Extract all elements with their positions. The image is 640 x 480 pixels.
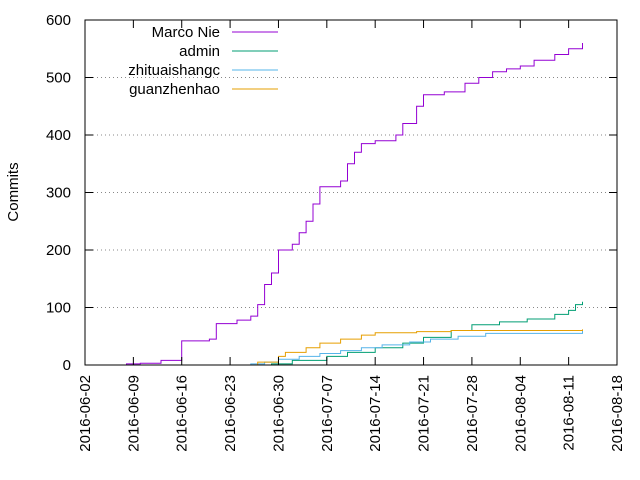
x-tick-label: 2016-06-23 (222, 375, 239, 452)
x-tick-label: 2016-06-02 (77, 375, 94, 452)
y-tick-label: 600 (46, 12, 71, 29)
legend-label: zhituaishangc (128, 62, 220, 79)
x-tick-label: 2016-07-28 (464, 375, 481, 452)
legend-label: admin (179, 43, 220, 60)
x-tick-label: 2016-07-07 (319, 375, 336, 452)
y-tick-label: 500 (46, 70, 71, 87)
x-tick-label: 2016-06-09 (125, 375, 142, 452)
series-line (216, 329, 583, 366)
x-tick-label: 2016-08-04 (512, 375, 529, 452)
legend: Marco Nie admin zhituaishangc guanzhenhao (128, 24, 278, 98)
x-tick-label: 2016-08-18 (609, 375, 626, 452)
legend-label: guanzhenhao (129, 81, 220, 98)
y-tick-label: 300 (46, 185, 71, 202)
x-tick-label: 2016-07-14 (367, 375, 384, 452)
grid-lines (85, 77, 617, 308)
y-tick-label: 200 (46, 242, 71, 259)
x-tick-label: 2016-08-11 (561, 375, 578, 451)
y-axis: 0 100 200 300 400 500 600 (46, 12, 617, 374)
x-tick-label: 2016-06-16 (174, 375, 191, 452)
y-tick-label: 0 (63, 357, 71, 374)
legend-label: Marco Nie (152, 24, 220, 41)
x-tick-label: 2016-06-30 (270, 375, 287, 452)
series-line (112, 43, 583, 366)
x-axis: 2016-06-02 2016-06-09 2016-06-16 2016-06-23… (77, 20, 626, 452)
y-tick-label: 400 (46, 127, 71, 144)
series-lines (112, 43, 583, 366)
y-tick-label: 100 (46, 300, 71, 317)
x-tick-label: 2016-07-21 (416, 375, 433, 452)
y-axis-label: Commits (5, 162, 22, 221)
